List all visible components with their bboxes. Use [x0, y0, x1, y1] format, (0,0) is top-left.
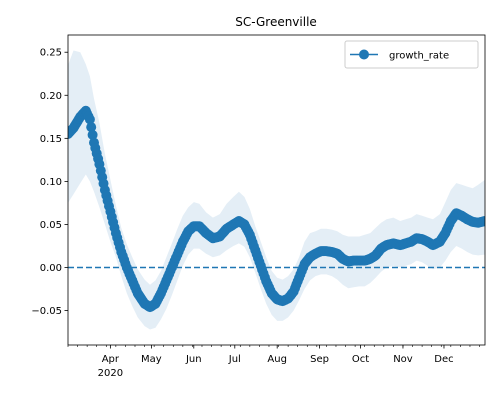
- legend-frame: [344, 40, 479, 69]
- x-tick-label: Oct: [352, 354, 369, 365]
- legend-label: growth_rate: [389, 51, 449, 62]
- data-point: [84, 114, 95, 125]
- chart-title: SC-Greenville: [235, 15, 317, 29]
- data-point: [87, 129, 98, 140]
- y-tick-label: 0.10: [40, 177, 62, 188]
- x-tick-label: Dec: [434, 354, 453, 365]
- x-tick-label: Jun: [185, 354, 202, 365]
- plot-area: [68, 50, 485, 330]
- x-tick-label: Apr: [102, 354, 120, 365]
- axes: −0.05 0.00 0.05 0.10 0.15 0.20 0.25 Apr 2020 May J…: [31, 34, 486, 379]
- y-tick-label: −0.05: [31, 306, 62, 317]
- x-tick-sublabel: 2020: [98, 368, 123, 379]
- y-tick-label: 0.15: [40, 134, 62, 145]
- y-tick-label: 0.05: [40, 220, 62, 231]
- x-tick-label: Jul: [228, 354, 241, 365]
- series-markers: [68, 105, 485, 313]
- x-tick-label: Nov: [393, 354, 413, 365]
- data-point: [86, 122, 97, 133]
- legend-marker-sample: [359, 49, 369, 60]
- y-tick-label: 0.20: [40, 91, 62, 102]
- y-tick-label: 0.25: [40, 48, 62, 59]
- axes-frame: [67, 34, 486, 346]
- legend: growth_rate: [344, 40, 479, 69]
- x-tick-label: May: [141, 354, 162, 365]
- plot-content: [68, 50, 485, 330]
- x-tick-label: Aug: [267, 354, 287, 365]
- x-tick-label: Sep: [310, 354, 329, 365]
- data-point: [480, 216, 485, 226]
- y-tick-label: 0.00: [40, 263, 62, 274]
